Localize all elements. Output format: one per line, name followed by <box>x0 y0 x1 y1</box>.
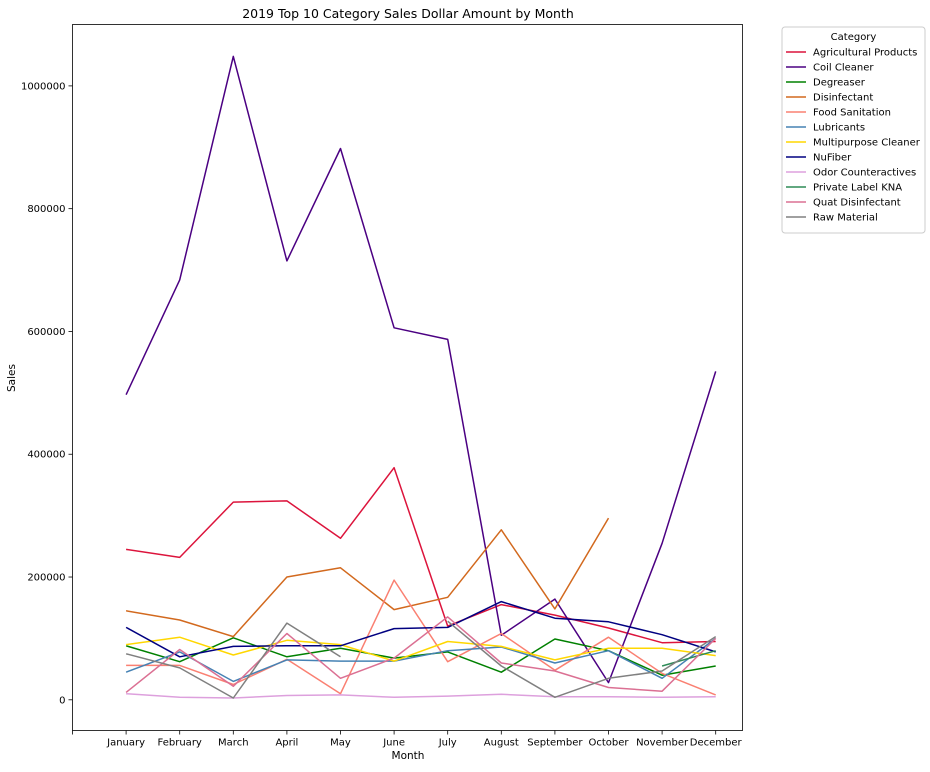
legend-label-lubricants: Lubricants <box>813 123 865 134</box>
legend-label-raw-material: Raw Material <box>813 213 878 224</box>
x-axis-label: Month <box>392 750 425 762</box>
series-line-agricultural-products <box>125 466 716 644</box>
chart-title: 2019 Top 10 Category Sales Dollar Amount… <box>242 6 574 21</box>
legend-label-food-sanitation: Food Sanitation <box>813 108 891 119</box>
axes-layer: January February March April May June July Augu… <box>21 81 743 748</box>
legend-label-nufiber: NuFiber <box>813 153 852 164</box>
series-line-multipurpose-cleaner <box>125 636 716 662</box>
series-line-coil-cleaner <box>125 55 717 684</box>
x-tick-label: October <box>588 738 629 749</box>
y-axis-label: Sales <box>6 364 18 392</box>
plot-area <box>72 24 743 731</box>
legend-label-disinfectant: Disinfectant <box>813 93 873 104</box>
series-line-disinfectant <box>126 518 716 637</box>
x-tick-label: July <box>438 738 457 749</box>
series-layer <box>125 55 717 699</box>
x-tick-label: April <box>275 738 298 749</box>
legend-label-quat-disinfectant: Quat Disinfectant <box>813 198 901 209</box>
y-tick-label: 1000000 <box>21 81 66 92</box>
y-tick-label: 400000 <box>27 450 65 461</box>
x-tick-label: September <box>527 738 583 749</box>
x-tick-label: December <box>690 738 743 749</box>
legend-label-multipurpose-cleaner: Multipurpose Cleaner <box>813 138 921 149</box>
series-line-quat-disinfectant <box>125 616 717 693</box>
legend-label-coil-cleaner: Coil Cleaner <box>813 63 874 74</box>
series-line-raw-material <box>125 620 717 699</box>
x-tick-label: January <box>106 738 145 749</box>
y-tick-label: 0 <box>59 695 65 706</box>
series-line-lubricants <box>125 637 717 683</box>
legend-label-degreaser: Degreaser <box>813 78 866 89</box>
x-tick-label: June <box>382 738 405 749</box>
x-tick-label: November <box>636 738 689 749</box>
legend-title: Category <box>831 32 877 43</box>
y-tick-label: 800000 <box>27 204 65 215</box>
x-tick-label: February <box>158 738 202 749</box>
legend-label-agricultural-products: Agricultural Products <box>813 48 917 59</box>
series-line-private-label-kna <box>661 649 716 667</box>
y-tick-label: 600000 <box>27 327 65 338</box>
series-line-odor-counteractives <box>126 692 716 699</box>
legend-label-odor-counteractives: Odor Counteractives <box>813 168 916 179</box>
legend-label-private-label-kna: Private Label KNA <box>813 183 902 194</box>
y-tick-label: 200000 <box>27 573 65 584</box>
x-tick-label: August <box>484 738 519 749</box>
legend: Category Agricultural Products Coil Cleane… <box>781 26 926 234</box>
x-tick-label: March <box>218 738 248 749</box>
x-tick-label: May <box>330 738 351 749</box>
series-line-nufiber <box>125 600 716 658</box>
series-line-food-sanitation <box>126 579 716 696</box>
legend-box <box>781 26 926 234</box>
